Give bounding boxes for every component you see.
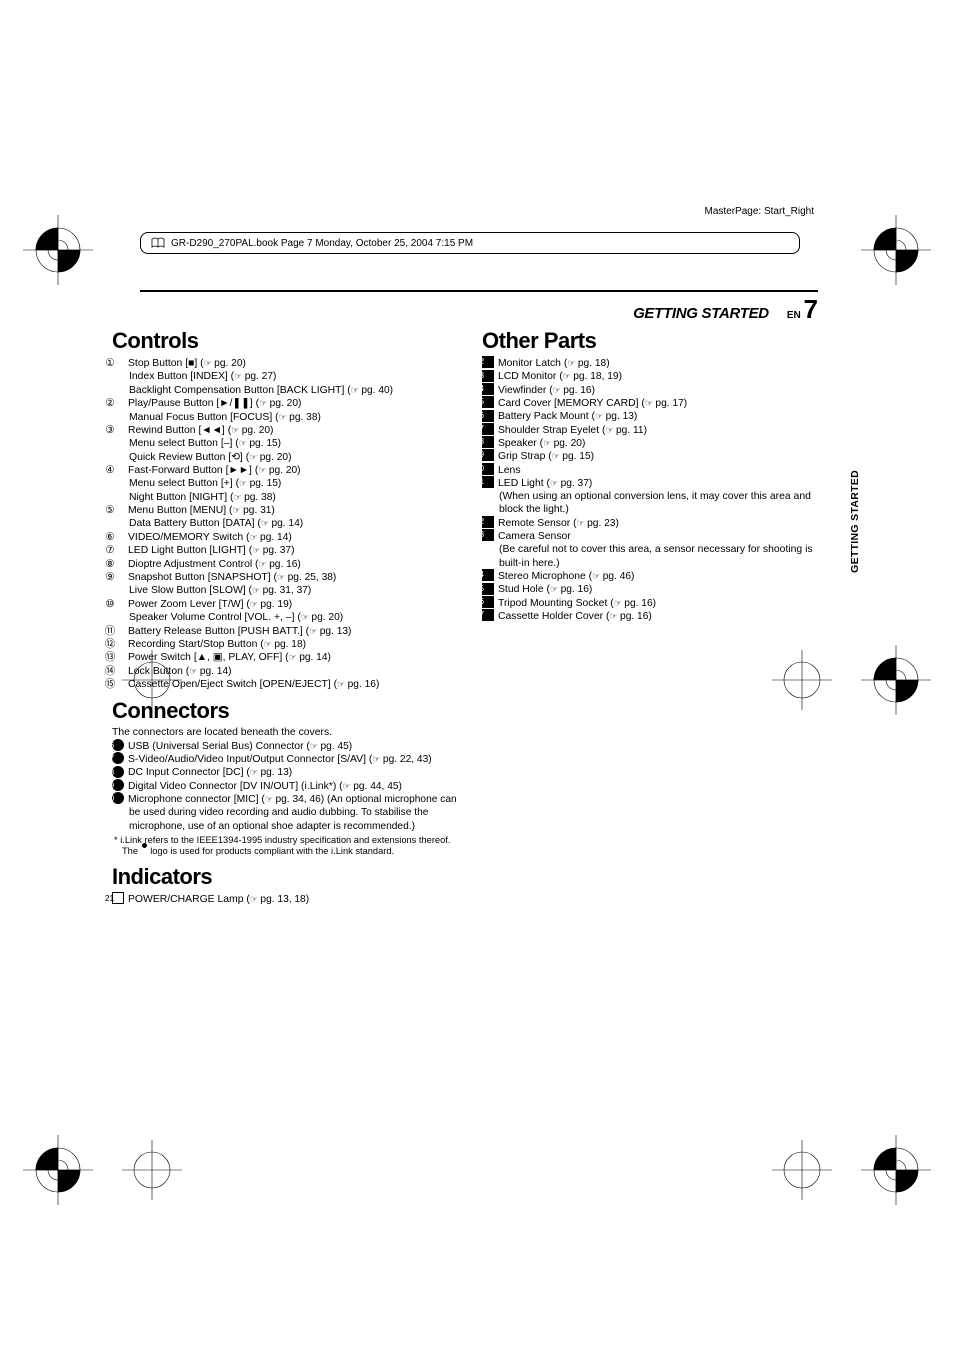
list-item: 37Cassette Holder Cover (pg. 16) [482, 610, 832, 623]
list-item: 26Battery Pack Mount (pg. 13) [482, 410, 832, 423]
list-item-subline: Index Button [INDEX] (pg. 27) [112, 370, 462, 383]
list-item-subline: Quick Review Button [⟲] (pg. 20) [112, 451, 462, 464]
list-item: 25Card Cover [MEMORY CARD] (pg. 17) [482, 397, 832, 410]
crop-mark-top-left [18, 210, 98, 290]
list-item: ⑮Cassette Open/Eject Switch [OPEN/EJECT]… [112, 678, 462, 691]
list-item: 20Microphone connector [MIC] (pg. 34, 46… [112, 793, 462, 833]
list-item-subline: Manual Focus Button [FOCUS] (pg. 38) [112, 411, 462, 424]
list-item: 21POWER/CHARGE Lamp (pg. 13, 18) [112, 893, 462, 906]
list-item: 29Grip Strap (pg. 15) [482, 450, 832, 463]
list-item: 17S-Video/Audio/Video Input/Output Conne… [112, 753, 462, 766]
list-item: 23LCD Monitor (pg. 18, 19) [482, 370, 832, 383]
list-item-subline: Data Battery Button [DATA] (pg. 14) [112, 517, 462, 530]
list-item: 35Stud Hole (pg. 16) [482, 583, 832, 596]
list-item-subline: Live Slow Button [SLOW] (pg. 31, 37) [112, 584, 462, 597]
other-parts-list: 22Monitor Latch (pg. 18)23LCD Monitor (p… [482, 357, 832, 623]
list-item: ⑧Dioptre Adjustment Control (pg. 16) [112, 558, 462, 571]
list-item: ⑩Power Zoom Lever [T/W] (pg. 19) [112, 598, 462, 611]
list-item: 28Speaker (pg. 20) [482, 437, 832, 450]
list-item-subline: (Be careful not to cover this area, a se… [482, 543, 832, 570]
crop-mark-bot-left-outer [18, 1130, 98, 1210]
list-item: ⑭Lock Button (pg. 14) [112, 665, 462, 678]
connectors-list: 16USB (Universal Serial Bus) Connector (… [112, 740, 462, 833]
sidebar-section-label: GETTING STARTED [849, 470, 861, 573]
crop-mark-mid-right-outer [856, 640, 936, 720]
list-item: 18DC Input Connector [DC] (pg. 13) [112, 766, 462, 779]
controls-heading: Controls [112, 328, 462, 354]
list-item-subline: Menu select Button [–] (pg. 15) [112, 437, 462, 450]
masterpage-label: MasterPage: Start_Right [705, 206, 815, 217]
list-item-subline: Menu select Button [+] (pg. 15) [112, 477, 462, 490]
controls-list: ①Stop Button [■] (pg. 20)Index Button [I… [112, 357, 462, 692]
ilink-footnote: * i.Link refers to the IEEE1394-1995 ind… [112, 835, 462, 858]
list-item-subline: Speaker Volume Control [VOL. +, –] (pg. … [112, 611, 462, 624]
indicators-list: 21POWER/CHARGE Lamp (pg. 13, 18) [112, 893, 462, 906]
list-item: ⑤Menu Button [MENU] (pg. 31) [112, 504, 462, 517]
list-item: 22Monitor Latch (pg. 18) [482, 357, 832, 370]
list-item: ⑨Snapshot Button [SNAPSHOT] (pg. 25, 38) [112, 571, 462, 584]
list-item: 34Stereo Microphone (pg. 46) [482, 570, 832, 583]
list-item: 33Camera Sensor [482, 530, 832, 543]
list-item-subline: Backlight Compensation Button [BACK LIGH… [112, 384, 462, 397]
list-item: 24Viewfinder (pg. 16) [482, 384, 832, 397]
list-item: ⑫Recording Start/Stop Button (pg. 18) [112, 638, 462, 651]
list-item: 32Remote Sensor (pg. 23) [482, 517, 832, 530]
list-item: 27Shoulder Strap Eyelet (pg. 11) [482, 424, 832, 437]
list-item: ⑬Power Switch [▲, ▣, PLAY, OFF] (pg. 14) [112, 651, 462, 664]
crop-mark-top-right [856, 210, 936, 290]
list-item: 31LED Light (pg. 37) [482, 477, 832, 490]
indicators-heading: Indicators [112, 864, 462, 890]
list-item-subline: Night Button [NIGHT] (pg. 38) [112, 491, 462, 504]
connectors-heading: Connectors [112, 698, 462, 724]
list-item: ⑦LED Light Button [LIGHT] (pg. 37) [112, 544, 462, 557]
list-item: ④Fast-Forward Button [►►] (pg. 20) [112, 464, 462, 477]
list-item: 16USB (Universal Serial Bus) Connector (… [112, 740, 462, 753]
list-item: ③Rewind Button [◄◄] (pg. 20) [112, 424, 462, 437]
crop-mark-bot-right-inner [762, 1130, 842, 1210]
crop-mark-bot-right-outer [856, 1130, 936, 1210]
other-parts-heading: Other Parts [482, 328, 832, 354]
list-item: 36Tripod Mounting Socket (pg. 16) [482, 597, 832, 610]
list-item-subline: (When using an optional conversion lens,… [482, 490, 832, 517]
list-item: 30Lens [482, 464, 832, 477]
left-column: Controls ①Stop Button [■] (pg. 20)Index … [112, 322, 462, 906]
connectors-intro: The connectors are located beneath the c… [112, 727, 462, 738]
list-item: 19Digital Video Connector [DV IN/OUT] (i… [112, 780, 462, 793]
list-item: ⑥VIDEO/MEMORY Switch (pg. 14) [112, 531, 462, 544]
right-column: Other Parts 22Monitor Latch (pg. 18)23LC… [482, 322, 832, 906]
list-item: ⑪Battery Release Button [PUSH BATT.] (pg… [112, 625, 462, 638]
list-item: ①Stop Button [■] (pg. 20) [112, 357, 462, 370]
list-item: ②Play/Pause Button [►/❚❚] (pg. 20) [112, 397, 462, 410]
crop-mark-bot-left-inner [112, 1130, 192, 1210]
